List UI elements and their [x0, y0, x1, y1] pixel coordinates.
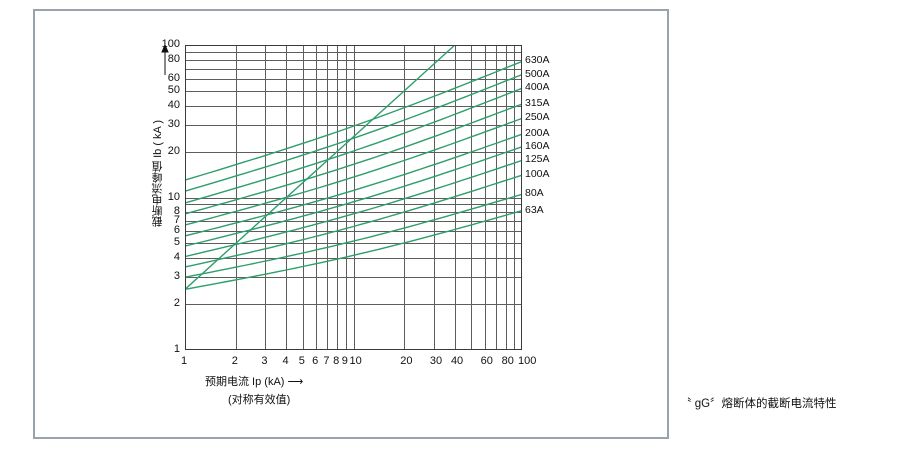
x-tick-label: 100: [518, 355, 537, 367]
curve-label-315A: 315A: [525, 97, 550, 110]
curve-630A: [185, 60, 522, 181]
y-tick-label: 6: [173, 224, 180, 237]
y-tick-label: 4: [173, 251, 180, 264]
y-tick-label: 50: [167, 83, 180, 96]
x-tick-label: 3: [261, 355, 268, 367]
x-tick-label: 5: [298, 355, 305, 367]
curve-label-63A: 63A: [525, 203, 544, 216]
figure-caption: 〝 gG〞熔断体的截断电流特性: [680, 398, 837, 410]
curve-400A: [185, 87, 522, 204]
x-tick-label: 9: [341, 355, 348, 367]
chart-canvas: [185, 45, 522, 350]
x-tick-label: 4: [282, 355, 289, 367]
x-tick-label: 20: [400, 355, 413, 367]
curve-80A: [185, 193, 522, 278]
y-tick-label: 100: [161, 38, 180, 50]
curve-label-630A: 630A: [525, 54, 550, 67]
y-tick-label: 2: [173, 297, 180, 310]
curve-label-400A: 400A: [525, 81, 550, 94]
x-tick-label: 1: [181, 355, 188, 367]
curve-label-250A: 250A: [525, 111, 550, 124]
y-tick-label: 30: [167, 117, 180, 130]
x-tick-label: 40: [450, 355, 464, 367]
curve-160A: [185, 146, 522, 247]
curve-250A: [185, 117, 522, 226]
curve-label-500A: 500A: [525, 67, 550, 80]
y-tick-label: 7: [173, 214, 180, 227]
x-tick-label: 8: [333, 355, 340, 367]
curve-label-80A: 80A: [525, 187, 544, 200]
y-tick-label: 60: [167, 71, 180, 84]
x-tick-label: 60: [480, 355, 493, 367]
figure-frame: [33, 9, 669, 439]
y-tick-label: 5: [173, 236, 180, 249]
curve-63A: [185, 209, 522, 290]
curve-125A: [185, 159, 522, 258]
x-tick-label: 6: [312, 355, 319, 367]
x-axis-title: 预期电流 Ip (kA) ⟶: [205, 373, 303, 389]
curve-315A: [185, 103, 522, 215]
x-tick-label: 80: [501, 355, 514, 367]
y-axis-arrow-icon: [161, 45, 169, 75]
curve-100A: [185, 174, 522, 268]
curve-label-200A: 200A: [525, 127, 550, 140]
x-tick-label: 30: [429, 355, 443, 367]
chart-plot-area: [185, 45, 522, 350]
curve-label-100A: 100A: [525, 168, 550, 181]
x-tick-label: 7: [323, 355, 330, 367]
y-tick-label: 3: [173, 270, 180, 283]
y-tick-label: 10: [167, 190, 180, 203]
curve-500A: [185, 73, 522, 192]
x-axis-title-text: 预期电流 Ip (kA): [205, 376, 285, 388]
curve-label-160A: 160A: [525, 139, 550, 152]
curve-200A: [185, 133, 522, 237]
y-tick-label: 80: [167, 52, 180, 65]
y-tick-label: 1: [173, 343, 180, 355]
reference-line: [185, 45, 456, 290]
curve-label-125A: 125A: [525, 153, 550, 166]
x-tick-label: 10: [349, 355, 362, 367]
x-axis-subtitle: (对称有效值): [228, 394, 291, 406]
y-tick-label: 20: [167, 144, 180, 157]
y-tick-label: 8: [173, 205, 180, 218]
x-axis-arrow-icon: ⟶: [287, 376, 304, 388]
y-tick-label: 40: [167, 98, 180, 111]
x-tick-label: 2: [231, 355, 238, 367]
